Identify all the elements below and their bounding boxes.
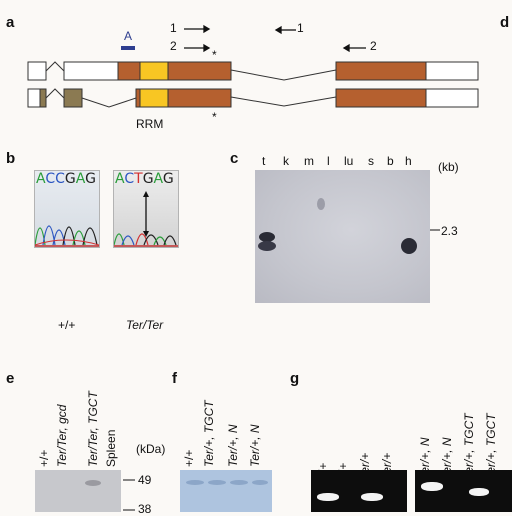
base: G [142, 171, 154, 187]
lane-label-e-2: Ter/Ter, gcd [55, 404, 69, 467]
sequence-wildtype: ACCGAG [36, 171, 96, 187]
chromatogram-ter: ACTGAG [113, 170, 179, 248]
band-f-4 [252, 480, 268, 485]
probe-label: A [124, 29, 133, 43]
panel-label-b: b [6, 150, 16, 167]
lane-label-h: h [405, 154, 412, 168]
base: G [162, 171, 174, 187]
base: G [85, 171, 96, 187]
genotype-label-wildtype: +/+ [58, 318, 76, 332]
northern-blot-image [255, 170, 430, 303]
base: G [64, 171, 76, 187]
trace-wildtype [35, 225, 99, 247]
band-t-upper [259, 232, 275, 242]
marker-label-49: 49 [138, 473, 152, 487]
panel-label-g: g [290, 370, 300, 387]
marker-label-2-3: 2.3 [441, 224, 458, 238]
lane-label-l: l [327, 154, 330, 168]
marker-ticks-e [123, 479, 135, 511]
gene-structure-diagram [27, 24, 479, 108]
band-e [85, 480, 101, 486]
band-h [401, 238, 417, 254]
rrm-label: RRM [136, 117, 164, 131]
base: C [55, 171, 65, 187]
marker-tick [430, 229, 440, 231]
lane-label-f-3: Ter/+, N [226, 424, 240, 467]
lane-label-f-4: Ter/+, N [248, 424, 262, 467]
lane-label-lu: lu [344, 154, 354, 168]
probe-bar [121, 46, 135, 50]
lane-label-e-1: +/+ [37, 449, 51, 467]
base: A [36, 171, 46, 187]
transcript-1 [27, 61, 479, 81]
panel-label-d: d [500, 14, 510, 31]
genotype-label-ter: Ter/Ter [126, 318, 164, 332]
mutation-star-top: * [212, 48, 217, 62]
western-blot-e [35, 470, 121, 512]
lane-label-s: s [368, 154, 374, 168]
base: A [153, 171, 163, 187]
lane-label-b: b [387, 154, 394, 168]
sequence-ter: ACTGAG [115, 171, 174, 187]
marker-label-38: 38 [138, 502, 152, 516]
transcript-2 [27, 88, 479, 108]
lane-label-f-1: +/+ [182, 449, 196, 467]
lane-label-e-3: Ter/Ter, TGCT [86, 391, 100, 467]
pcr-gel-left [311, 470, 407, 512]
panel-label-f: f [172, 370, 177, 387]
lane-label-m: m [304, 154, 314, 168]
mutation-star-bottom: * [212, 110, 217, 124]
lane-label-k: k [283, 154, 289, 168]
trace-ter [114, 191, 178, 247]
lane-label-t: t [262, 154, 266, 168]
band-t-lower [258, 241, 276, 251]
primer-1-reverse-label: 1 [297, 21, 304, 35]
band-f-2 [208, 480, 226, 485]
base: C [124, 171, 135, 187]
panel-label-a: a [6, 14, 15, 31]
unit-label-kda: (kDa) [136, 442, 166, 456]
unit-label-kb: (kb) [438, 160, 459, 174]
primer-2-reverse-label: 2 [370, 39, 377, 53]
primer-1-forward-label: 1 [170, 21, 177, 35]
stained-gel-f [180, 470, 272, 512]
base: C [45, 171, 56, 187]
band-g-5 [421, 482, 443, 491]
panel-label-c: c [230, 150, 239, 167]
band-g-7 [469, 488, 489, 496]
band-g-3 [361, 493, 383, 501]
panel-label-e: e [6, 370, 15, 387]
band-f-3 [230, 480, 248, 485]
pcr-gel-right [415, 470, 512, 512]
chromatogram-wildtype: ACCGAG [34, 170, 100, 248]
lane-label-e-4: Spleen [104, 429, 118, 467]
primer-2-forward-label: 2 [170, 39, 177, 53]
lane-label-f-2: Ter/+, TGCT [202, 400, 216, 467]
base: A [115, 171, 125, 187]
band-g-1 [317, 493, 339, 501]
smudge [317, 198, 325, 210]
base: T [134, 171, 143, 187]
base: A [75, 171, 86, 187]
band-f-1 [186, 480, 204, 485]
